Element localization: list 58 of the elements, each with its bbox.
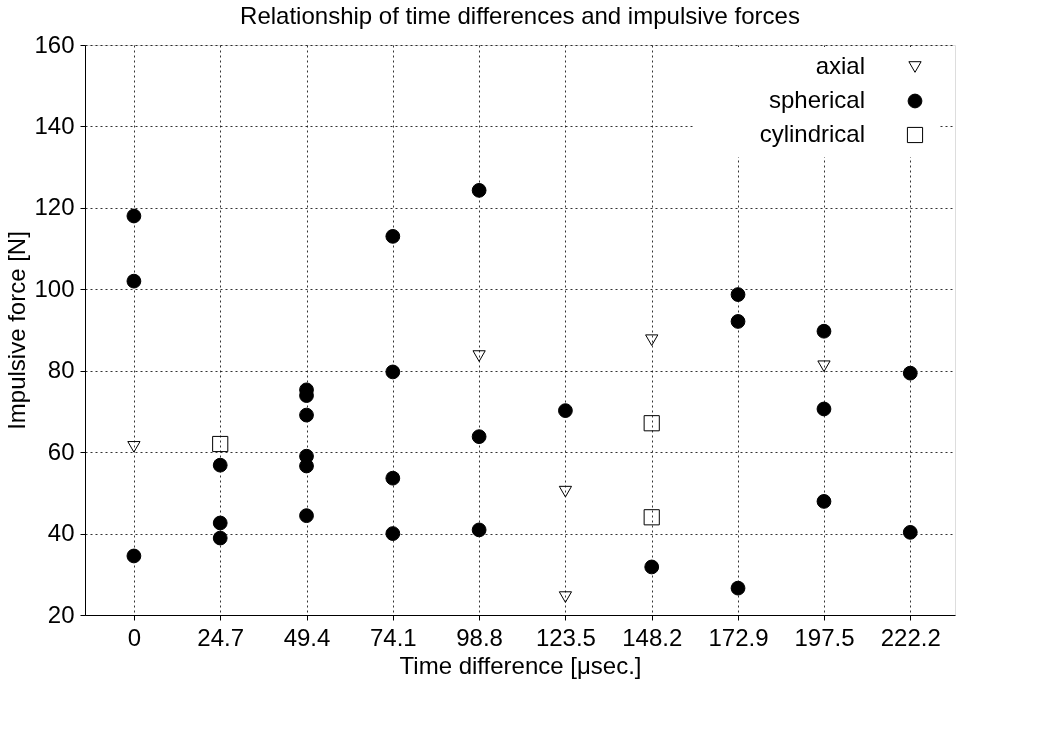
point (126, 548, 142, 564)
x-tick-label: 197.5 (794, 623, 855, 651)
y-tick-label: 120 (34, 193, 75, 221)
point (127, 441, 141, 453)
point (816, 323, 832, 339)
point (558, 485, 573, 498)
point (299, 407, 314, 423)
point (643, 509, 660, 526)
legend-label: spherical (768, 86, 865, 113)
x-tick-label: 148.2 (622, 623, 683, 651)
point (558, 403, 573, 418)
y-axis-title: Impulsive force [N] (3, 231, 31, 430)
point (126, 273, 142, 289)
point (816, 494, 832, 509)
y-tick-label: 60 (47, 437, 75, 465)
x-tick-label: 123.5 (535, 623, 596, 651)
point (730, 580, 746, 596)
point (471, 522, 487, 538)
x-tick-label: 49.4 (283, 623, 331, 651)
y-tick-label: 80 (47, 356, 75, 384)
x-tick-label: 172.9 (708, 623, 769, 651)
x-tick-label: 98.8 (456, 623, 503, 651)
point (645, 334, 659, 346)
y-tick-label: 20 (47, 600, 75, 628)
point (644, 559, 660, 575)
point (643, 415, 660, 432)
x-tick-label: 74.1 (369, 623, 417, 651)
x-tick-label: 222.2 (880, 623, 941, 651)
y-tick-label: 40 (47, 519, 75, 547)
point (385, 526, 401, 541)
legend-label: cylindrical (759, 120, 865, 147)
point (471, 429, 487, 445)
point (817, 360, 831, 373)
x-tick-label: 0 (127, 623, 142, 651)
point (299, 508, 314, 524)
point (385, 364, 401, 380)
chart-title: Relationship of time differences and impulsive forces (240, 2, 800, 29)
y-tick-label: 160 (34, 30, 75, 58)
point (730, 314, 746, 329)
point (385, 470, 401, 486)
x-axis-title: Time difference [μsec.] (399, 651, 642, 679)
y-tick-label: 100 (34, 274, 75, 302)
point (385, 228, 401, 244)
point (902, 524, 918, 540)
y-tick-label: 140 (34, 111, 75, 139)
point (212, 435, 229, 453)
point (902, 365, 918, 381)
point (126, 208, 142, 224)
x-tick-label: 24.7 (197, 623, 245, 651)
point (212, 515, 228, 531)
point (471, 182, 487, 198)
point (816, 401, 832, 417)
point (212, 530, 228, 546)
point (472, 350, 486, 362)
point (730, 287, 746, 302)
point (212, 457, 228, 473)
legend-label: axial (815, 52, 865, 79)
point (558, 591, 573, 603)
